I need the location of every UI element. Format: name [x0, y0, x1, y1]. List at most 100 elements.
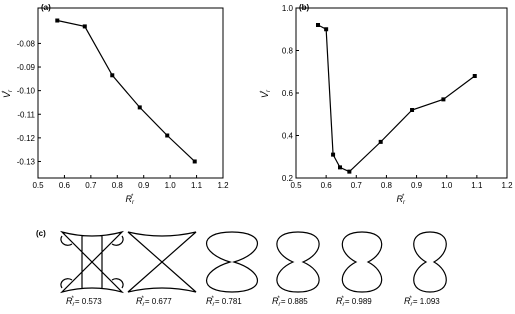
- caption-value: = 0.677: [145, 297, 172, 306]
- data-point: [472, 74, 477, 78]
- x-tick-label: 0.8: [112, 181, 124, 190]
- panel-label: (a): [41, 3, 51, 12]
- symbol-sub: r: [411, 302, 414, 308]
- symbol-sup: *: [131, 194, 134, 200]
- x-tick-label: 0.5: [32, 181, 44, 190]
- symbol-main: R: [397, 194, 404, 204]
- x-tick-label: 0.7: [85, 181, 97, 190]
- x-tick-label: 1.1: [471, 181, 483, 190]
- panel-label: (c): [36, 229, 46, 238]
- symbol-sup: *: [72, 296, 75, 302]
- symbol-sub: r: [213, 302, 216, 308]
- symbol-sup: *: [2, 90, 8, 93]
- symbol-sup: *: [142, 296, 145, 302]
- symbol-sup: *: [260, 90, 266, 93]
- y-tick-label: -0.13: [17, 157, 36, 166]
- data-point: [82, 24, 87, 29]
- axis-label: Vr*: [2, 89, 14, 98]
- plot-frame: [295, 7, 508, 179]
- x-tick-label: 0.5: [290, 181, 302, 190]
- caption-value: = 0.781: [215, 297, 242, 306]
- y-tick-label: -0.09: [17, 63, 36, 72]
- axis-label: Rr*= 0.573: [66, 296, 102, 308]
- symbol-sup: *: [410, 296, 413, 302]
- axis-label: Rr*= 0.989: [336, 296, 372, 308]
- vesicle-shape: [205, 231, 259, 293]
- symbol-sub: r: [143, 302, 146, 308]
- symbol-main: R: [66, 296, 73, 306]
- symbol-sub: r: [403, 200, 406, 206]
- x-tick-label: 1.2: [217, 181, 229, 190]
- data-point: [410, 108, 415, 112]
- x-tick-label: 0.9: [138, 181, 150, 190]
- symbol-sup: *: [402, 194, 405, 200]
- data-point: [192, 159, 197, 164]
- data-point: [338, 165, 343, 170]
- caption-value: = 0.989: [345, 297, 372, 306]
- axis-label: Vr*: [260, 89, 272, 98]
- x-tick-label: 0.6: [59, 181, 71, 190]
- x-tick-label: 0.6: [321, 181, 333, 190]
- y-tick-label: -0.10: [17, 87, 36, 96]
- data-line: [57, 19, 196, 162]
- symbol-sup: *: [342, 296, 345, 302]
- x-tick-label: 1.1: [191, 181, 203, 190]
- axis-label: Rr*= 1.093: [404, 296, 440, 308]
- caption-value: = 1.093: [413, 297, 440, 306]
- panel-label: (b): [299, 3, 310, 12]
- axis-label: Rr*= 0.781: [206, 296, 242, 308]
- symbol-sub: r: [73, 302, 76, 308]
- symbol-main: R: [136, 296, 143, 306]
- symbol-main: R: [206, 296, 213, 306]
- symbol-main: R: [126, 194, 133, 204]
- data-point: [378, 139, 383, 144]
- axis-label: Rr*= 0.885: [272, 296, 308, 308]
- axis-label: Rr*: [126, 194, 136, 206]
- data-line: [317, 24, 476, 173]
- data-point: [324, 27, 329, 32]
- symbol-sub: r: [279, 302, 282, 308]
- y-tick-label: 0.8: [282, 47, 294, 56]
- y-tick-label: 0.2: [282, 174, 294, 183]
- vesicle-shape: [127, 231, 197, 293]
- x-tick-label: 0.9: [411, 181, 423, 190]
- symbol-sub: r: [8, 89, 14, 92]
- data-point: [347, 169, 352, 174]
- symbol-sub: r: [132, 200, 135, 206]
- y-tick-label: 0.6: [282, 89, 294, 98]
- data-point: [110, 73, 115, 78]
- x-tick-label: 1.2: [501, 181, 513, 190]
- x-tick-label: 1.0: [165, 181, 177, 190]
- y-tick-label: -0.12: [17, 134, 36, 143]
- y-tick-label: 1.0: [282, 4, 294, 13]
- axis-label: Rr*: [397, 194, 407, 206]
- data-point: [316, 23, 321, 27]
- caption-value: = 0.885: [281, 297, 308, 306]
- symbol-sub: r: [266, 89, 272, 92]
- plot-frame: [37, 7, 224, 179]
- vesicle-shape: [59, 230, 125, 294]
- symbol-sub: r: [343, 302, 346, 308]
- x-tick-label: 0.8: [381, 181, 393, 190]
- vesicle-shape: [276, 231, 320, 293]
- data-point: [441, 97, 446, 102]
- symbol-main: V: [260, 91, 270, 98]
- symbol-main: R: [336, 296, 343, 306]
- data-point: [55, 18, 60, 23]
- symbol-main: R: [272, 296, 279, 306]
- symbol-sup: *: [278, 296, 281, 302]
- y-tick-label: -0.08: [17, 39, 36, 48]
- vesicle-shape: [413, 231, 447, 293]
- axis-label: Rr*= 0.677: [136, 296, 172, 308]
- data-point: [165, 133, 170, 138]
- x-tick-label: 0.7: [351, 181, 363, 190]
- symbol-main: V: [2, 91, 12, 98]
- y-tick-label: 0.4: [282, 132, 294, 141]
- symbol-main: R: [404, 296, 411, 306]
- data-point: [137, 105, 142, 110]
- x-tick-label: 1.0: [441, 181, 453, 190]
- symbol-sup: *: [212, 296, 215, 302]
- caption-value: = 0.573: [75, 297, 102, 306]
- vesicle-shape: [341, 231, 383, 293]
